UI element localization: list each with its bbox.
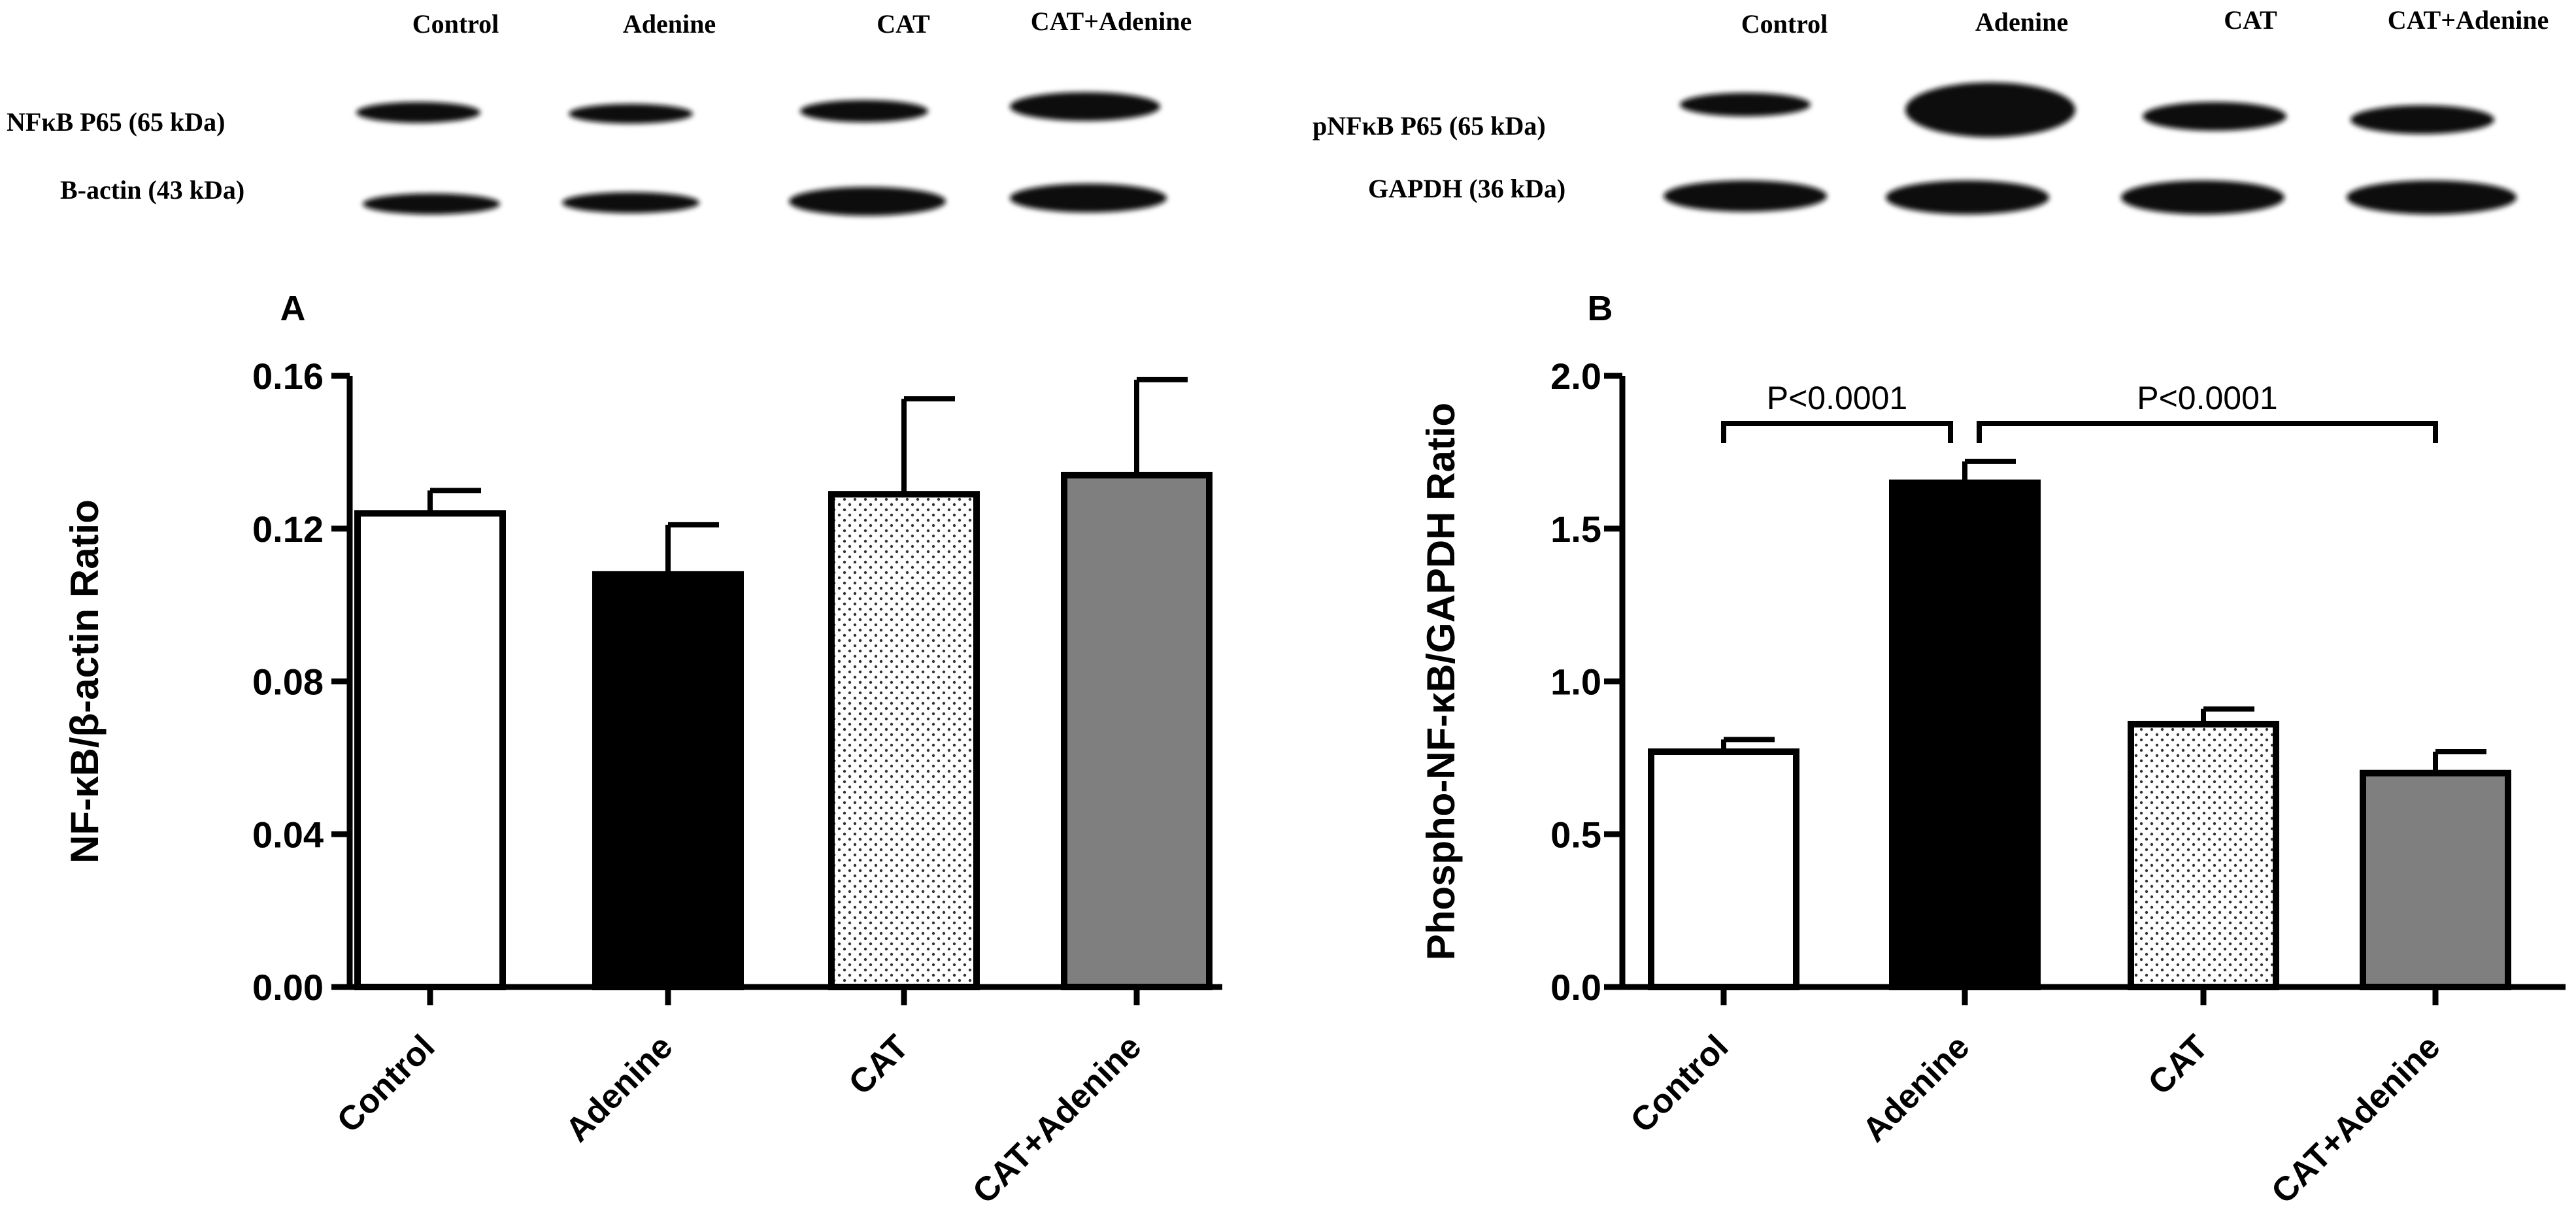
blot-band (1010, 184, 1167, 212)
x-category-label: CAT+Adenine (2264, 1028, 2447, 1211)
blot-a-row-label: B-actin (43 kDa) (60, 175, 244, 205)
blot-a-bands (356, 92, 1167, 216)
blot-b-lane-label: Control (1741, 9, 1828, 39)
blot-band (1905, 82, 2075, 137)
y-axis-title: NF-κB/β-actin Ratio (63, 499, 107, 863)
y-tick-label: 2.0 (1550, 356, 1601, 397)
bar (828, 491, 980, 990)
blot-a-lane-label: Control (412, 9, 499, 39)
blot-panel-a: Control Adenine CAT CAT+Adenine NFκB P65… (7, 7, 1192, 216)
y-tick-label: 0.12 (252, 509, 324, 550)
y-tick-label: 0.0 (1550, 967, 1601, 1008)
blot-b-row-label: GAPDH (36 kDa) (1368, 174, 1565, 203)
y-tick-label: 1.0 (1550, 661, 1601, 703)
blot-b-lane-label: Adenine (1975, 7, 2068, 37)
blot-band (363, 193, 500, 214)
blot-a-row-label: NFκB P65 (65 kDa) (7, 107, 225, 137)
significance-label: P<0.0001 (2137, 380, 2277, 416)
blot-band (2143, 102, 2286, 131)
bar (1889, 479, 2041, 990)
x-category-label: CAT (2141, 1028, 2216, 1102)
blot-b-bands (1664, 82, 2517, 214)
blot-band (789, 187, 946, 216)
significance-bracket (1721, 421, 1953, 443)
y-tick-label: 0.5 (1550, 814, 1601, 855)
blot-band (569, 104, 693, 124)
significance-label: P<0.0001 (1767, 380, 1907, 416)
blot-a-lane-label: Adenine (623, 9, 716, 39)
panel-label: A (280, 289, 306, 328)
blot-band (1886, 180, 2049, 214)
y-tick-label: 1.5 (1550, 509, 1601, 550)
blot-band (1680, 93, 1811, 116)
blot-band (562, 192, 699, 213)
blot-band (2121, 180, 2284, 214)
x-category-label: Control (1624, 1028, 1736, 1140)
bar (354, 510, 506, 990)
blot-a-lane-label: CAT+Adenine (1031, 7, 1192, 36)
blot-band (2347, 180, 2517, 214)
bar (592, 571, 744, 990)
chart-a: A 0.00 0.04 0.08 0.12 0.16 NF-κB/β-actin Ratio… (63, 289, 1222, 1211)
y-tick-label: 0.04 (252, 814, 324, 855)
y-tick-label: 0.08 (252, 661, 324, 703)
blot-band (1010, 92, 1160, 121)
blot-band (356, 102, 480, 123)
x-category-label: Adenine (558, 1028, 680, 1149)
x-category-label: Control (330, 1028, 443, 1140)
blot-b-row-label: pNFκB P65 (65 kDa) (1313, 111, 1546, 141)
bar (2360, 769, 2511, 990)
blot-band (1664, 180, 1827, 212)
blot-band (2350, 105, 2494, 134)
chart-b: B 0.0 0.5 1.0 1.5 2.0 Phospho-NF-κB/GAPDH Rati… (1419, 289, 2566, 1211)
x-category-label: CAT (842, 1028, 916, 1102)
x-category-label: Adenine (1855, 1028, 1977, 1149)
significance-bracket (1977, 421, 2438, 443)
y-tick-label: 0.00 (252, 967, 324, 1008)
bar (2128, 720, 2279, 990)
y-tick-label: 0.16 (252, 356, 324, 397)
blot-a-lane-label: CAT (877, 9, 930, 39)
y-axis-title: Phospho-NF-κB/GAPDH Ratio (1419, 403, 1463, 960)
blot-band (800, 100, 928, 122)
bar (1061, 471, 1213, 990)
bar (1648, 748, 1799, 991)
x-category-label: CAT+Adenine (965, 1028, 1148, 1211)
blot-panel-b: Control Adenine CAT CAT+Adenine pNFκB P6… (1313, 5, 2549, 214)
blot-b-lane-label: CAT+Adenine (2388, 5, 2549, 35)
blot-b-lane-label: CAT (2224, 5, 2277, 35)
panel-label: B (1588, 289, 1613, 328)
